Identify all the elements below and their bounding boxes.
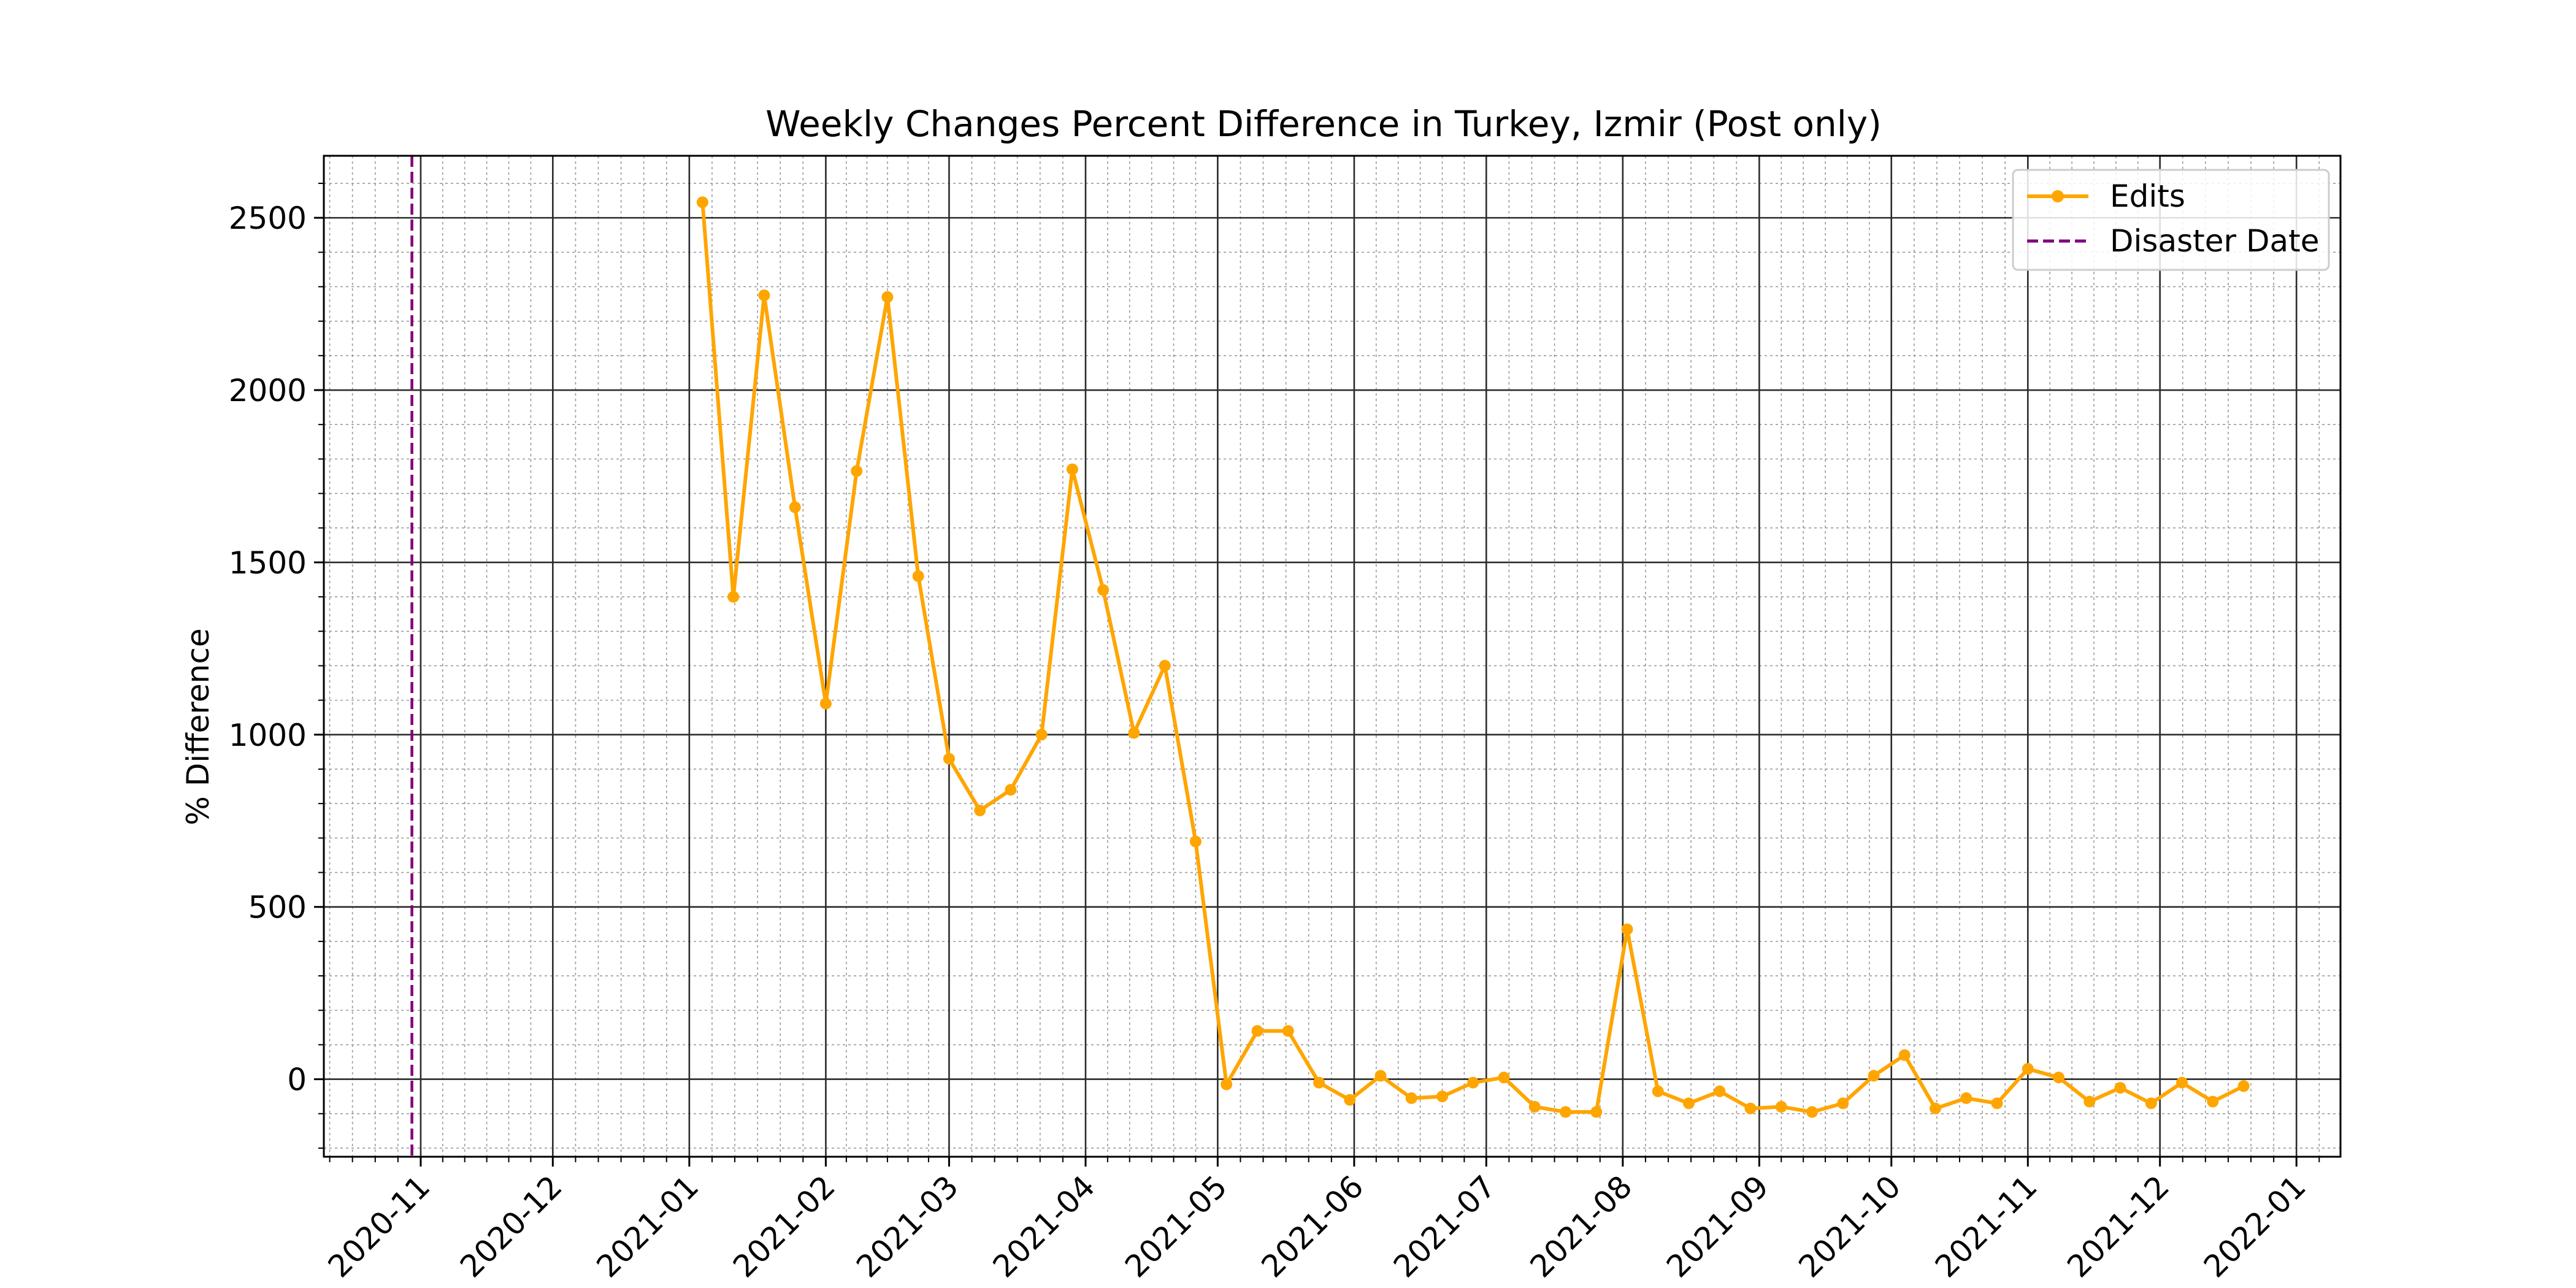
edits-data-point [1066, 463, 1078, 475]
edits-data-point [819, 697, 832, 710]
edits-data-point [727, 591, 740, 603]
edits-data-point [881, 291, 894, 303]
edits-data-point [2237, 1080, 2250, 1092]
y-tick-label: 0 [287, 1062, 307, 1098]
edits-data-point [1282, 1025, 1294, 1037]
major-grid [324, 156, 2340, 1157]
edits-data-point [1652, 1085, 1664, 1097]
edits-data-point [1313, 1076, 1325, 1089]
edits-data-point [1374, 1070, 1387, 1082]
legend-disaster-label: Disaster Date [2110, 223, 2319, 259]
y-tick-label: 2000 [229, 373, 307, 408]
edits-data-point [1344, 1094, 1356, 1106]
edits-data-point [1528, 1101, 1541, 1113]
edits-data-point [758, 289, 770, 301]
edits-data-point [1159, 659, 1171, 672]
y-tick-label: 1000 [229, 718, 307, 753]
edits-data-point [2053, 1071, 2064, 1084]
edits-data-point [1590, 1106, 1603, 1118]
edits-data-point [1128, 727, 1140, 739]
legend: Edits Disaster Date [2012, 169, 2330, 271]
edits-data-point [1683, 1097, 1695, 1110]
y-axis-ticks: 0 500 1000 1500 2000 2500 [229, 182, 324, 1149]
edits-data-point [2022, 1063, 2034, 1075]
edits-data-point [1498, 1071, 1510, 1084]
edits-data-point [1837, 1097, 1849, 1110]
y-tick-label: 2500 [229, 201, 307, 236]
plot-frame [323, 155, 2342, 1158]
legend-box [2012, 169, 2330, 271]
edits-series-layer [696, 196, 2250, 1118]
edits-data-point [1621, 923, 1633, 935]
edits-data-point [1097, 584, 1110, 596]
edits-data-point [2083, 1095, 2096, 1108]
edits-data-point [1005, 784, 1017, 796]
edits-data-point [2114, 1082, 2126, 1094]
edits-data-point [1436, 1091, 1448, 1103]
edits-data-point [1775, 1101, 1787, 1113]
edits-data-point [1930, 1102, 1941, 1114]
edits-data-point [1960, 1092, 1972, 1104]
edits-data-point [1898, 1049, 1911, 1061]
edits-data-point [1868, 1070, 1880, 1082]
edits-data-point [912, 570, 924, 582]
edits-data-point [974, 804, 986, 816]
edits-data-point [2176, 1076, 2188, 1089]
edits-data-point [2145, 1097, 2157, 1110]
edits-data-point [851, 465, 863, 477]
edits-data-point [1221, 1078, 1233, 1091]
y-tick-label: 500 [248, 890, 307, 926]
edits-data-point [2207, 1095, 2219, 1108]
legend-edits-marker [2052, 190, 2064, 202]
edits-data-point [1405, 1092, 1417, 1104]
edits-data-point [1189, 835, 1202, 848]
edits-data-point [943, 753, 955, 765]
edits-data-point [1806, 1106, 1818, 1118]
edits-data-point [1035, 729, 1048, 741]
edits-data-point [789, 501, 801, 513]
edits-data-point [1251, 1025, 1263, 1037]
y-tick-label: 1500 [229, 545, 307, 581]
edits-data-point [1991, 1097, 2003, 1110]
edits-data-point [1744, 1102, 1757, 1114]
edits-data-point [1467, 1076, 1479, 1089]
chart-title: Weekly Changes Percent Difference in Tur… [765, 103, 1882, 145]
y-axis-label: % Difference [180, 628, 216, 825]
edits-data-point [1560, 1106, 1571, 1118]
edits-data-point [696, 196, 708, 209]
legend-edits-label: Edits [2110, 178, 2185, 214]
edits-data-point [1714, 1085, 1726, 1097]
